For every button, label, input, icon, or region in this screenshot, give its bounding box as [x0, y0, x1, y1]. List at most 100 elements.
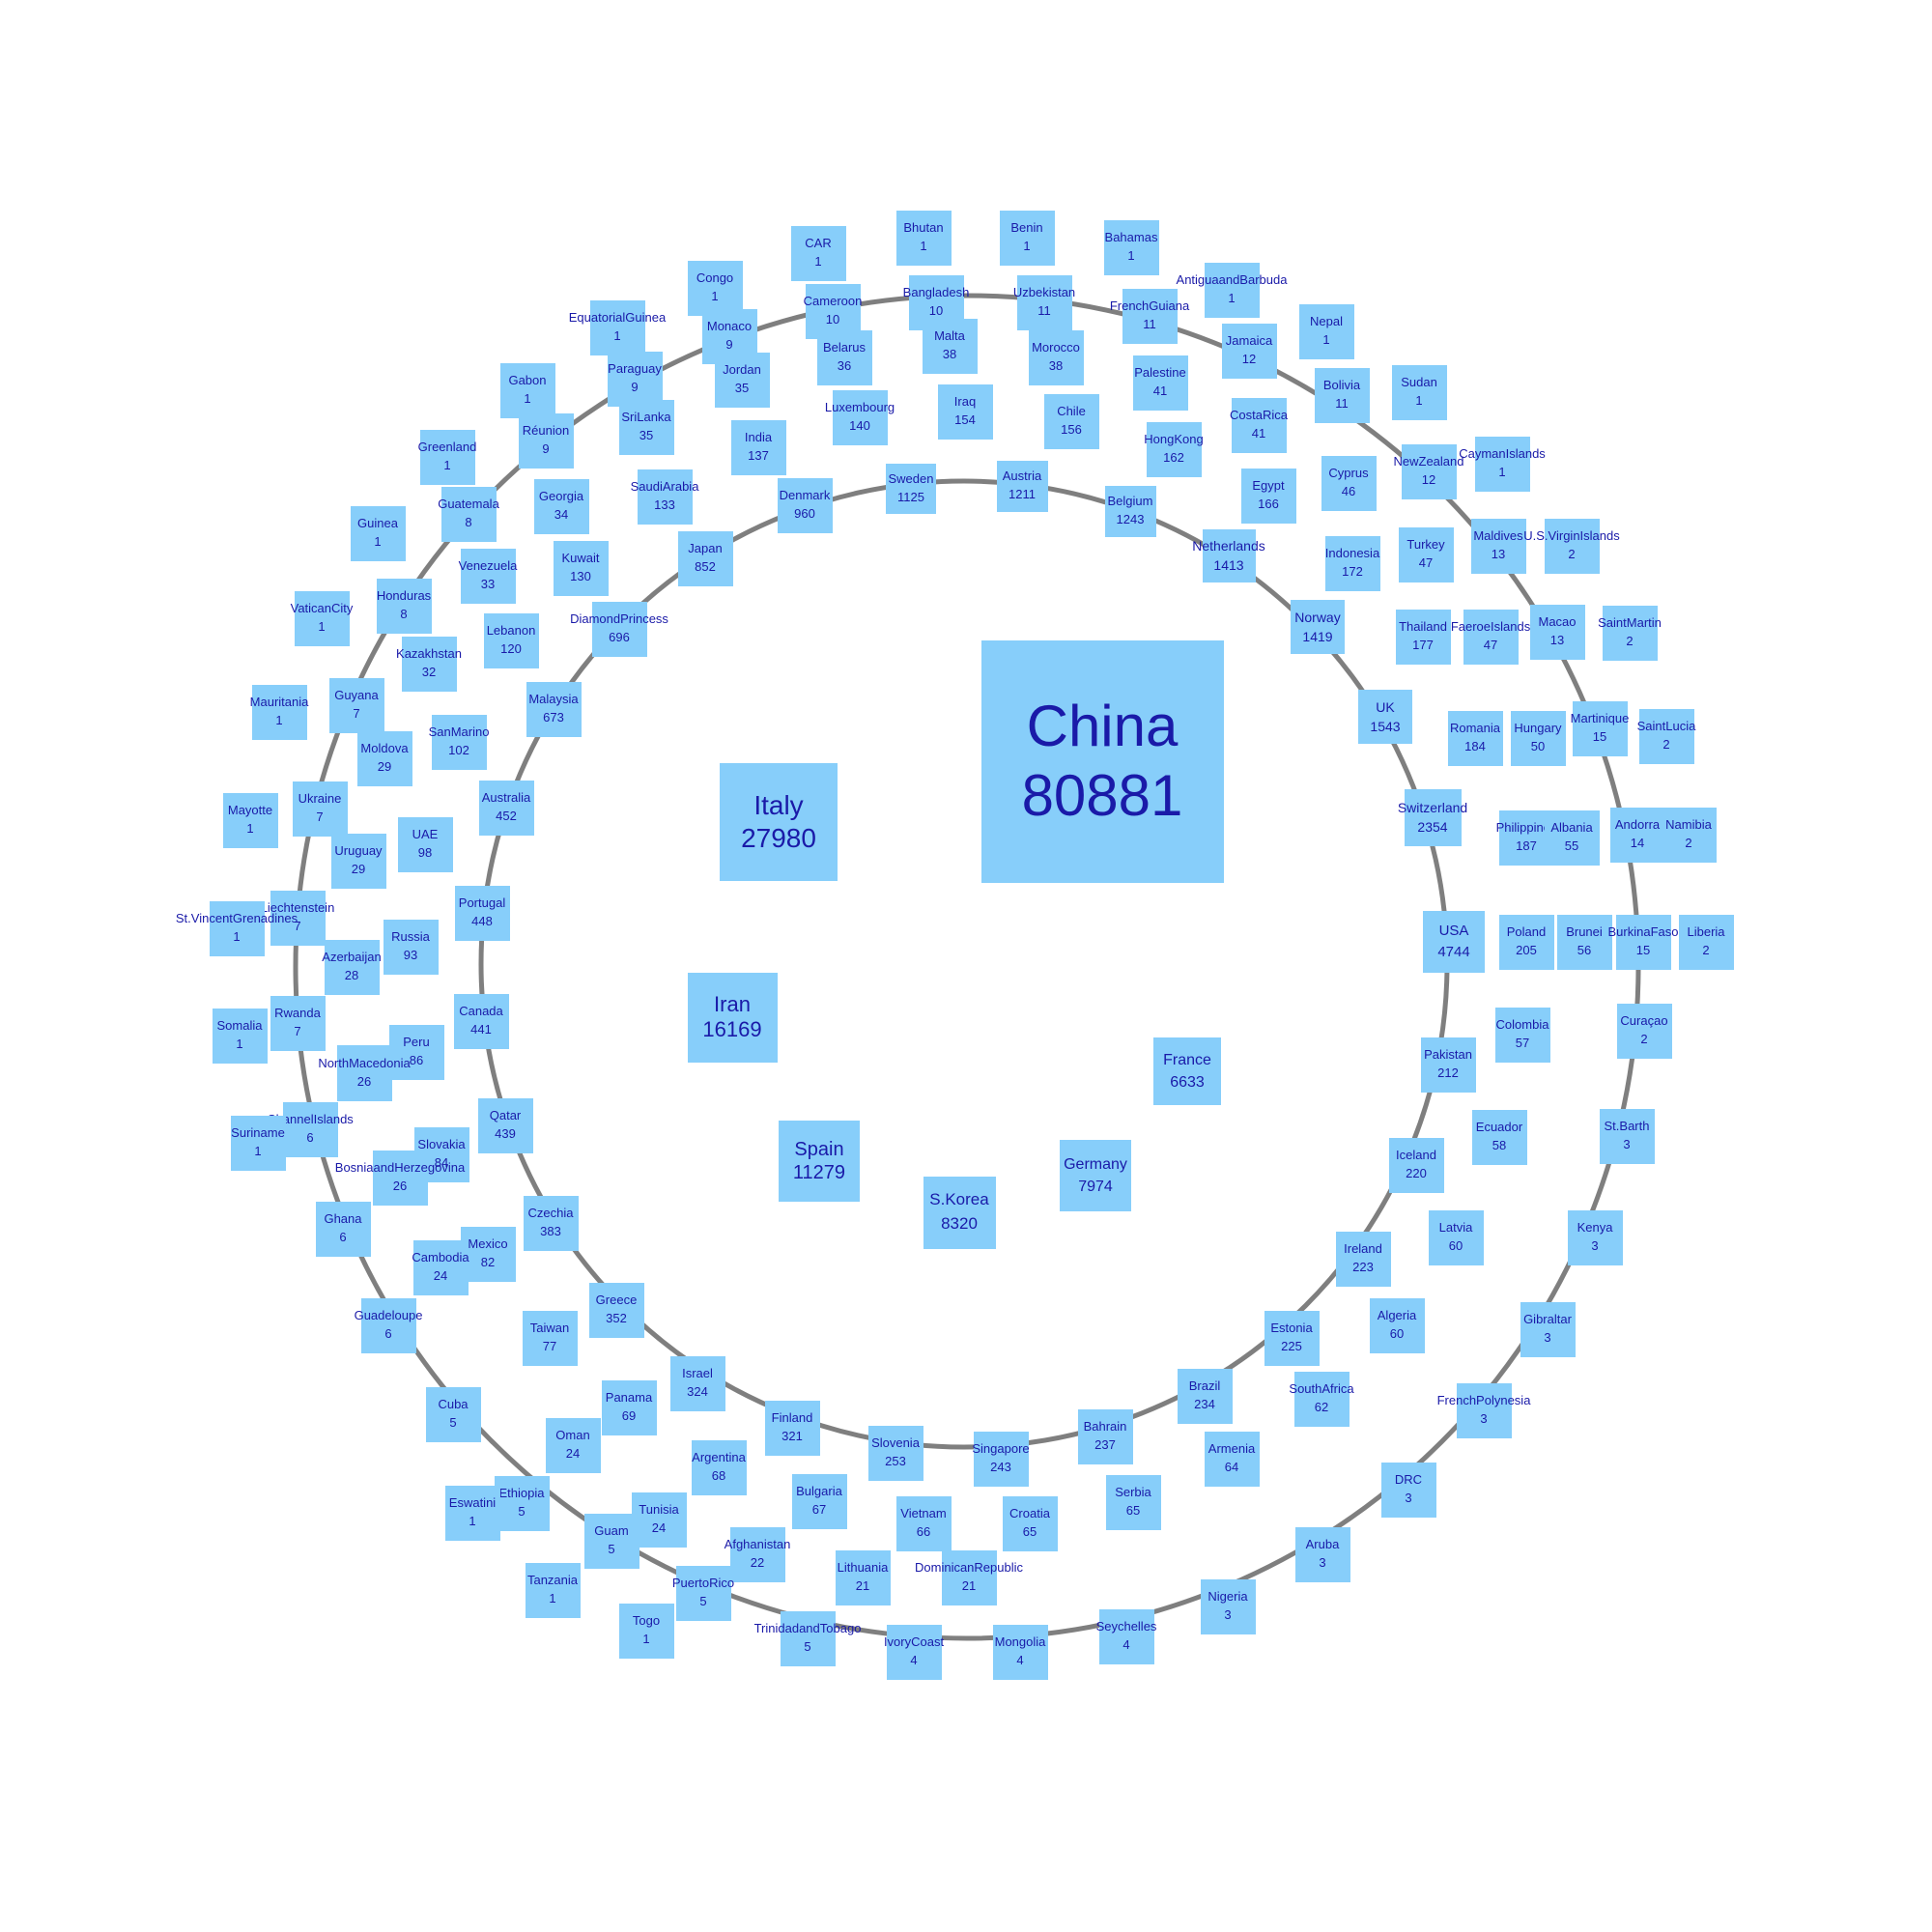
- country-node-dominicanrepublic: DominicanRepublic 21: [942, 1550, 997, 1605]
- case-count: 34: [554, 506, 568, 525]
- country-name: FrenchGuiana: [1110, 298, 1189, 316]
- case-count: 2: [1685, 835, 1691, 853]
- country-name: Nigeria: [1208, 1588, 1247, 1606]
- country-node-mongolia: Mongolia 4: [993, 1625, 1048, 1680]
- country-node-japan: Japan 852: [678, 531, 733, 586]
- country-name: Morocco: [1032, 339, 1080, 357]
- country-name: Mayotte: [228, 802, 272, 820]
- country-name: Brazil: [1189, 1378, 1221, 1396]
- case-count: 47: [1419, 554, 1433, 573]
- country-name: Bolivia: [1323, 377, 1360, 395]
- case-count: 156: [1061, 421, 1082, 440]
- case-count: 225: [1281, 1338, 1302, 1356]
- country-name: Palestine: [1134, 364, 1185, 383]
- case-count: 14: [1631, 835, 1644, 853]
- case-count: 33: [481, 576, 495, 594]
- case-count: 57: [1516, 1035, 1529, 1053]
- case-count: 56: [1577, 942, 1591, 960]
- case-count: 8320: [941, 1212, 978, 1236]
- case-count: 21: [962, 1577, 976, 1596]
- country-name: India: [745, 429, 772, 447]
- case-count: 212: [1437, 1065, 1459, 1083]
- country-name: Canada: [459, 1003, 503, 1021]
- country-node-sanmarino: SanMarino 102: [432, 715, 487, 770]
- country-name: USA: [1439, 921, 1469, 942]
- case-count: 15: [1636, 942, 1650, 960]
- country-name: Taiwan: [530, 1320, 569, 1338]
- case-count: 55: [1565, 838, 1578, 856]
- case-count: 38: [943, 346, 956, 364]
- case-count: 64: [1225, 1459, 1238, 1477]
- country-name: Mauritania: [250, 694, 309, 712]
- case-count: 4: [1122, 1636, 1129, 1655]
- case-count: 93: [404, 947, 417, 965]
- country-name: Lithuania: [838, 1559, 889, 1577]
- country-name: Maldives: [1473, 527, 1522, 546]
- case-count: 6: [384, 1325, 391, 1344]
- country-node-cuba: Cuba 5: [426, 1387, 481, 1442]
- country-name: Sudan: [1401, 374, 1437, 392]
- country-node-ukraine: Ukraine 7: [293, 781, 348, 837]
- country-node-ethiopia: Ethiopia 5: [495, 1476, 550, 1531]
- country-name: Oman: [555, 1427, 589, 1445]
- country-name: U.S.VirginIslands: [1523, 527, 1619, 546]
- country-node-moldova: Moldova 29: [357, 731, 412, 786]
- case-count: 4: [910, 1652, 917, 1670]
- case-count: 13: [1492, 546, 1505, 564]
- case-count: 65: [1126, 1502, 1140, 1520]
- case-count: 1: [1498, 464, 1505, 482]
- country-name: UK: [1376, 697, 1394, 717]
- country-node-morocco: Morocco 38: [1029, 330, 1084, 385]
- case-count: 324: [687, 1383, 708, 1402]
- country-node-frenchguiana: FrenchGuiana 11: [1122, 289, 1178, 344]
- country-node-egypt: Egypt 166: [1241, 469, 1296, 524]
- case-count: 6633: [1170, 1071, 1205, 1094]
- country-name: Ecuador: [1476, 1119, 1522, 1137]
- country-name: Hungary: [1514, 720, 1561, 738]
- case-count: 8: [465, 514, 471, 532]
- case-count: 82: [481, 1254, 495, 1272]
- country-node-bosniaandherzegovina: BosniaandHerzegovina 26: [373, 1151, 428, 1206]
- country-node-eswatini: Eswatini 1: [445, 1486, 500, 1541]
- country-name: Tunisia: [639, 1501, 678, 1520]
- country-name: Somalia: [217, 1017, 263, 1036]
- country-node-andorra: Andorra 14: [1610, 808, 1665, 863]
- case-count: 60: [1390, 1325, 1404, 1344]
- case-count: 1: [1023, 238, 1030, 256]
- country-node-saudiarabia: SaudiArabia 133: [638, 469, 693, 525]
- country-name: Uruguay: [334, 842, 382, 861]
- country-node-kenya: Kenya 3: [1568, 1210, 1623, 1265]
- case-count: 352: [606, 1310, 627, 1328]
- country-node-bahrain: Bahrain 237: [1078, 1409, 1133, 1464]
- case-count: 12: [1422, 471, 1435, 490]
- country-name: SanMarino: [429, 724, 490, 742]
- country-name: Aruba: [1306, 1536, 1340, 1554]
- country-name: Thailand: [1399, 618, 1447, 637]
- country-node-antiguaandbarbuda: AntiguaandBarbuda 1: [1205, 263, 1260, 318]
- country-name: Belgium: [1108, 493, 1153, 511]
- country-node-saintmartin: SaintMartin 2: [1603, 606, 1658, 661]
- country-node-gabon: Gabon 1: [500, 363, 555, 418]
- case-count: 29: [352, 861, 365, 879]
- country-node-srilanka: SriLanka 35: [619, 400, 674, 455]
- country-name: Suriname: [231, 1124, 285, 1143]
- country-node-hongkong: HongKong 162: [1147, 422, 1202, 477]
- case-count: 1419: [1302, 627, 1332, 646]
- case-count: 80881: [1022, 761, 1183, 831]
- country-node-frenchpolynesia: FrenchPolynesia 3: [1457, 1383, 1512, 1438]
- country-node-faeroeislands: FaeroeIslands 47: [1463, 610, 1519, 665]
- case-count: 41: [1252, 425, 1265, 443]
- country-name: IvoryCoast: [884, 1634, 944, 1652]
- case-count: 1: [1127, 247, 1134, 266]
- country-node-bahamas: Bahamas 1: [1104, 220, 1159, 275]
- case-count: 154: [954, 412, 976, 430]
- case-count: 1543: [1370, 717, 1400, 736]
- case-count: 62: [1315, 1399, 1328, 1417]
- country-node-trinidadandtobago: TrinidadandTobago 5: [781, 1611, 836, 1666]
- country-name: Lebanon: [487, 622, 536, 640]
- case-count: 15: [1593, 728, 1606, 747]
- case-count: 696: [609, 629, 630, 647]
- country-name: Austria: [1003, 468, 1041, 486]
- country-node-thailand: Thailand 177: [1396, 610, 1451, 665]
